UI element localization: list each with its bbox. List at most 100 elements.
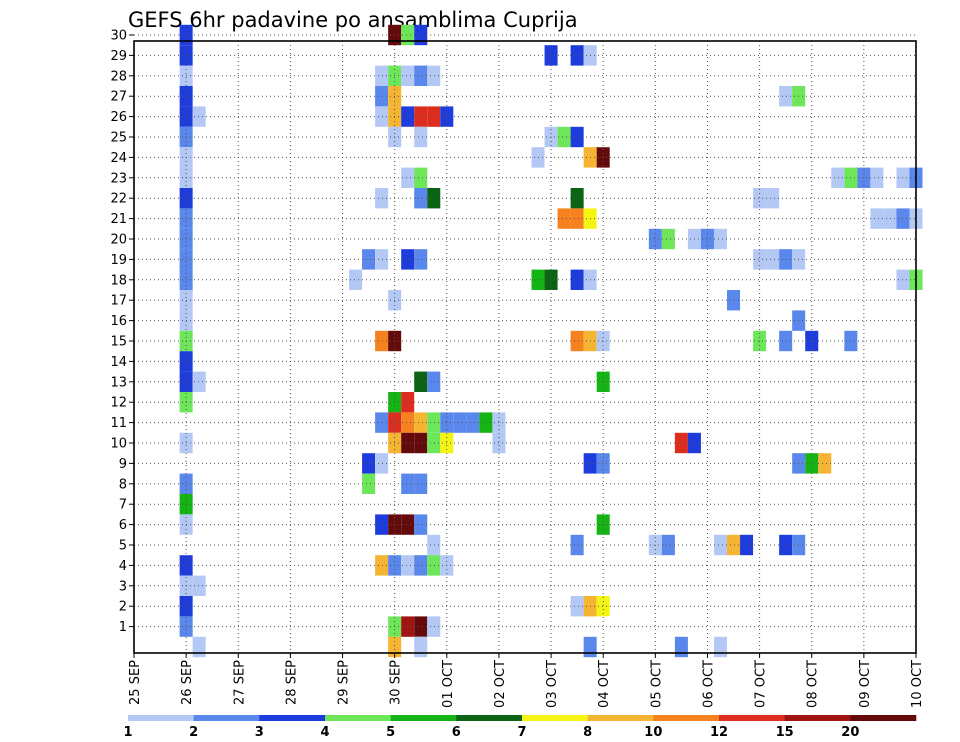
precip-cell (414, 514, 428, 535)
precip-cell (414, 167, 428, 188)
precip-cell (401, 616, 415, 637)
precip-cell (779, 330, 793, 352)
precip-cell (375, 188, 389, 209)
colorbar-swatch (587, 715, 654, 721)
precip-cell (362, 473, 376, 494)
colorbar-swatch (850, 715, 917, 721)
precip-cell (375, 514, 389, 535)
colorbar-label: 8 (583, 725, 592, 740)
y-tick-label: 4 (119, 559, 127, 574)
y-tick-label: 2 (119, 600, 127, 615)
precip-cell (596, 453, 610, 474)
precip-cell (427, 432, 441, 454)
precip-cell (818, 453, 832, 474)
precip-cells (179, 24, 923, 658)
y-axis-labels: 1234567891011121314151617181920212223242… (110, 29, 134, 635)
precip-cell (401, 392, 415, 413)
y-tick-label: 9 (119, 457, 127, 472)
precip-cell (375, 106, 389, 127)
precip-cell (831, 167, 845, 188)
y-tick-label: 10 (110, 437, 127, 452)
colorbar-swatch (128, 715, 194, 721)
precip-cell (766, 188, 780, 209)
precip-cell (414, 555, 428, 576)
colorbar-swatch (259, 715, 326, 721)
precip-cell (544, 269, 558, 290)
y-tick-label: 7 (119, 498, 127, 513)
colorbar-swatch (390, 715, 457, 721)
precip-cell (713, 228, 728, 250)
colorbar-swatch (522, 715, 588, 721)
precip-cell (375, 412, 389, 433)
precip-cell (674, 432, 688, 454)
y-tick-label: 25 (110, 131, 127, 146)
x-tick-label: 25 SEP (128, 660, 143, 705)
precip-cell (192, 371, 206, 392)
precip-cell (870, 208, 884, 229)
colorbar-label: 4 (320, 725, 329, 740)
precip-cell (401, 473, 415, 494)
y-tick-label: 6 (119, 518, 127, 533)
precip-cell (375, 330, 389, 352)
precip-cell (414, 126, 428, 148)
precip-cell (414, 24, 428, 46)
precip-cell (375, 453, 389, 474)
precip-cell (427, 412, 441, 433)
y-tick-label: 30 (110, 29, 127, 44)
precip-cell (570, 596, 584, 617)
y-tick-label: 13 (110, 375, 127, 390)
precip-cell (349, 269, 363, 290)
precip-cell (375, 65, 389, 86)
precip-cell (414, 473, 428, 494)
precip-cell (753, 249, 767, 270)
precip-cell (870, 167, 884, 188)
colorbar-swatch (456, 715, 523, 721)
precip-cell (414, 616, 428, 637)
precip-cell (583, 636, 597, 658)
precip-cell (427, 555, 441, 576)
colorbar: 1 2 3 4 5 6 7 8 10 12 15 20 (123, 715, 917, 740)
precip-cell (570, 188, 584, 209)
y-tick-label: 23 (110, 171, 127, 186)
precip-cell (674, 636, 688, 658)
precip-cell (414, 371, 428, 392)
x-tick-label: 28 SEP (284, 660, 299, 705)
y-tick-label: 27 (110, 90, 127, 105)
precip-cell (570, 208, 584, 229)
colorbar-label: 12 (710, 725, 728, 740)
precip-cell (805, 453, 819, 474)
precip-cell (596, 514, 610, 535)
precip-cell (388, 636, 402, 658)
y-tick-label: 17 (110, 294, 127, 309)
y-tick-label: 24 (110, 151, 127, 166)
precip-cell (414, 65, 428, 86)
precip-cell (727, 534, 741, 556)
y-tick-label: 14 (110, 355, 127, 370)
colorbar-label: 5 (386, 725, 395, 740)
precip-cell (570, 269, 584, 290)
y-tick-label: 22 (110, 192, 127, 207)
precip-cell (648, 228, 662, 250)
x-tick-label: 26 SEP (180, 660, 195, 705)
precip-cell (570, 534, 584, 556)
precip-cell (362, 453, 376, 474)
precip-cell (727, 290, 741, 311)
plot-frame (133, 40, 917, 654)
colorbar-label: 15 (776, 725, 794, 740)
colorbar-label: 1 (123, 725, 132, 740)
x-tick-label: 10 OCT (910, 660, 925, 708)
precip-cell (414, 412, 428, 433)
precip-cell (427, 65, 441, 86)
precip-cell (427, 616, 441, 637)
colorbar-label: 20 (841, 725, 859, 740)
precip-cell (414, 636, 428, 658)
y-tick-label: 3 (119, 579, 127, 594)
colorbar-swatch (784, 715, 851, 721)
precip-cell (427, 106, 441, 127)
x-tick-label: 04 OCT (597, 660, 612, 708)
precip-cell (192, 636, 206, 658)
precip-cell (570, 45, 584, 66)
precip-cell (700, 228, 714, 250)
y-tick-label: 8 (119, 477, 127, 492)
precip-cell (362, 249, 376, 270)
